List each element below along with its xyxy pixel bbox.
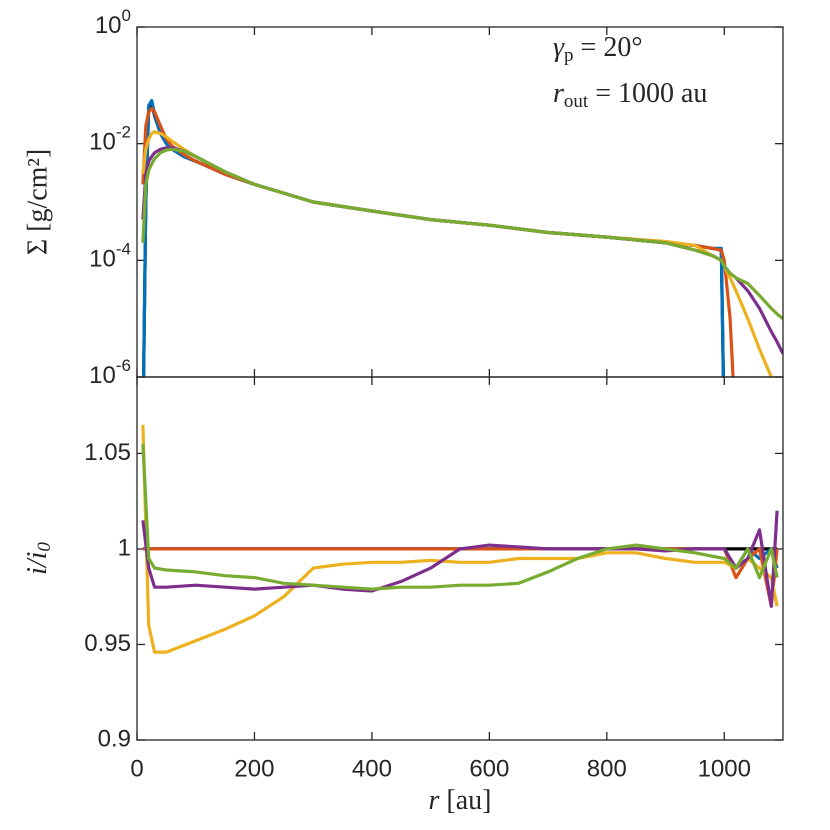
x-tick-label: 200 <box>234 755 274 782</box>
plot-lines <box>141 424 779 654</box>
series-line <box>141 106 735 377</box>
y-tick-label: 10-6 <box>89 356 131 389</box>
x-tick-label: 600 <box>469 755 509 782</box>
annotation: rout = 1000 au <box>553 78 707 112</box>
y-tick-label: 0.95 <box>84 630 131 657</box>
y-tick-label: 100 <box>95 6 131 39</box>
series-line <box>142 98 725 377</box>
x-tick-label: 800 <box>587 755 627 782</box>
plot-lines <box>141 98 783 377</box>
y-tick-label: 10-2 <box>89 123 131 156</box>
x-tick-label: 1000 <box>698 755 751 782</box>
annotation: γp = 20° <box>553 32 643 66</box>
series-line <box>141 443 779 591</box>
y-axis-label: i/i0 <box>22 542 55 575</box>
axes-box <box>136 376 784 741</box>
y-tick-label: 0.9 <box>98 725 131 752</box>
series-line <box>141 147 783 320</box>
x-axis-label: r [au] <box>429 785 492 816</box>
y-tick-label: 10-4 <box>89 240 131 273</box>
series-line <box>141 510 779 608</box>
series-line <box>141 424 779 654</box>
series-line <box>142 101 725 377</box>
x-tick-label: 400 <box>352 755 392 782</box>
y-tick-label: 1.05 <box>84 439 131 466</box>
x-tick-label: 0 <box>130 755 143 782</box>
y-axis-label: Σ [g/cm²] <box>22 149 53 255</box>
y-tick-label: 1 <box>118 534 131 561</box>
series-line <box>141 130 773 377</box>
